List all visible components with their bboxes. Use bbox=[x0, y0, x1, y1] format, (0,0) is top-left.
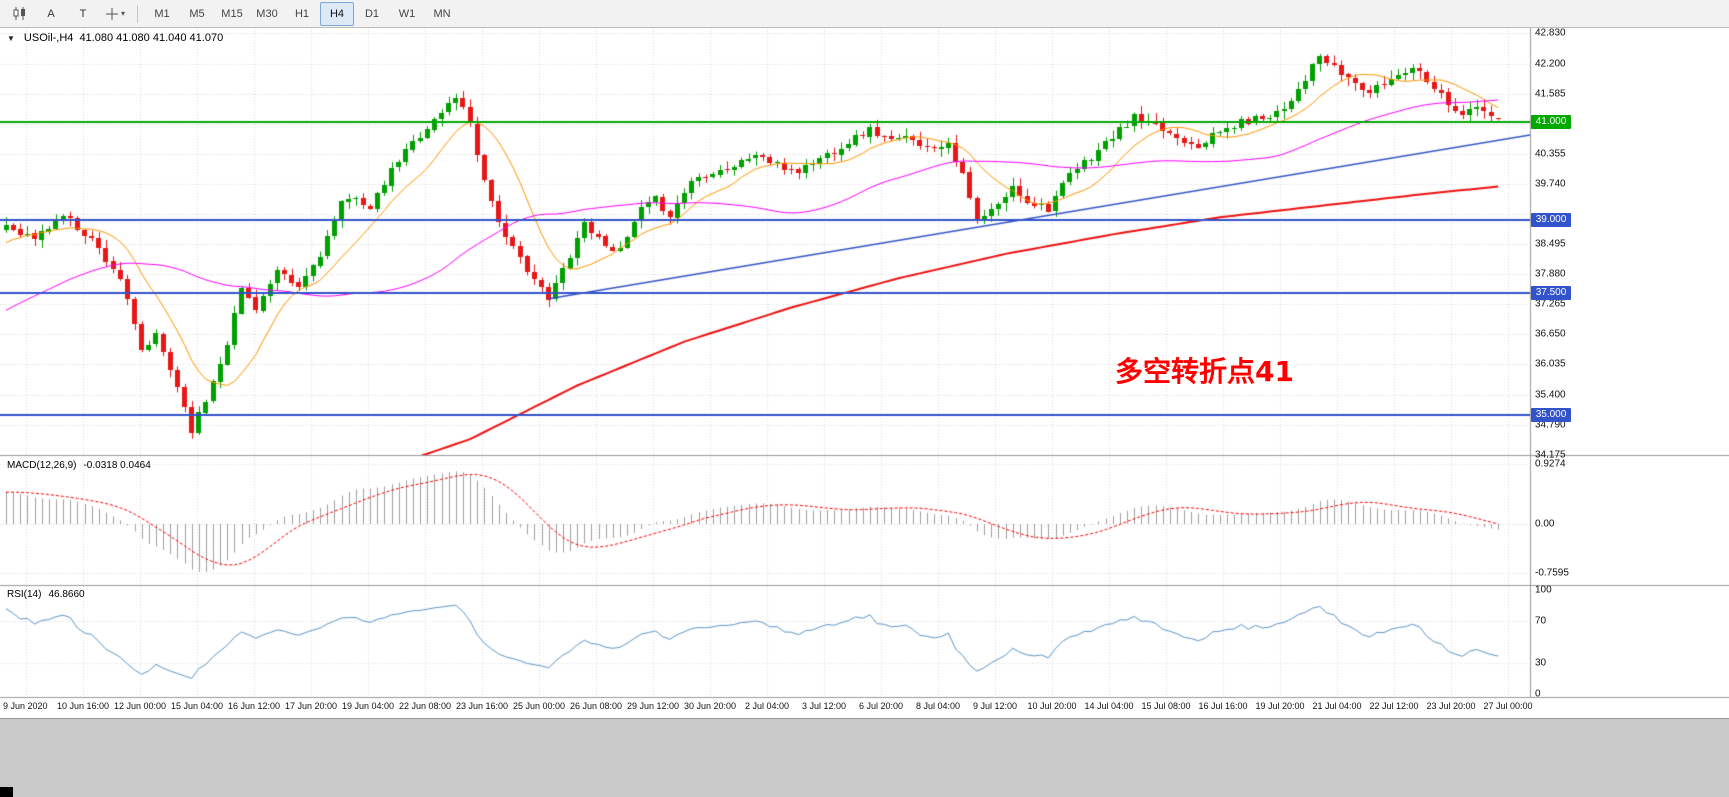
chart-type-button[interactable] bbox=[4, 2, 34, 26]
time-axis-label: 10 Jun 16:00 bbox=[56, 701, 110, 711]
time-axis-label: 8 Jul 04:00 bbox=[915, 701, 961, 711]
timeframe-mn-button[interactable]: MN bbox=[433, 7, 451, 20]
time-axis-label: 15 Jun 04:00 bbox=[170, 701, 224, 711]
rsi-name: RSI(14) bbox=[7, 589, 42, 600]
price-level-badge: 37.500 bbox=[1531, 285, 1571, 300]
timeframe-m15-button[interactable]: M15 bbox=[221, 7, 243, 20]
time-axis-label: 10 Jul 20:00 bbox=[1027, 701, 1077, 711]
chevron-down-icon: ▾ bbox=[120, 8, 125, 18]
time-axis-label: 9 Jun 2020 bbox=[3, 701, 48, 711]
text-tool-button[interactable]: T bbox=[79, 7, 87, 20]
time-axis-label: 22 Jul 12:00 bbox=[1369, 701, 1419, 711]
time-axis-label: 21 Jul 04:00 bbox=[1312, 701, 1362, 711]
chart-annotation[interactable]: 多空转折点41 bbox=[1115, 355, 1294, 388]
toolbar-separator bbox=[137, 4, 138, 23]
timeframe-m1-button[interactable]: M1 bbox=[154, 7, 170, 20]
rsi-scale-label: 100 bbox=[1535, 584, 1552, 596]
symbol-name: USOil-,H4 bbox=[23, 32, 74, 44]
corner-chip bbox=[0, 787, 13, 797]
time-axis-label: 12 Jun 00:00 bbox=[113, 701, 167, 711]
bottom-strip bbox=[0, 718, 1729, 797]
time-axis-label: 26 Jun 08:00 bbox=[569, 701, 623, 711]
timeframe-group: M1 M5 M15 M30 H1 H4 D1 W1 MN bbox=[145, 1, 459, 26]
macd-scale-label: -0.7595 bbox=[1535, 567, 1569, 579]
time-axis-label: 2 Jul 04:00 bbox=[744, 701, 790, 711]
price-axis-label: 34.175 bbox=[1535, 449, 1566, 461]
time-axis-label: 23 Jun 16:00 bbox=[455, 701, 509, 711]
price-axis-label: 37.880 bbox=[1535, 268, 1566, 280]
macd-values: -0.0318 0.0464 bbox=[83, 460, 151, 471]
time-axis-label: 19 Jun 04:00 bbox=[341, 701, 395, 711]
timeframe-w1-button[interactable]: W1 bbox=[398, 7, 416, 20]
time-axis-label: 23 Jul 20:00 bbox=[1426, 701, 1476, 711]
time-axis-label: 25 Jun 00:00 bbox=[512, 701, 566, 711]
price-axis[interactable]: 42.830 42.200 41.585 40.355 39.740 38.495 37.8… bbox=[1530, 28, 1729, 697]
price-axis-label: 35.400 bbox=[1535, 389, 1566, 401]
candlestick-chart-icon bbox=[13, 7, 25, 20]
price-axis-label: 38.495 bbox=[1535, 238, 1566, 250]
toolbar: A T ▾ M1 M5 M15 M30 H1 H4 D1 W1 MN bbox=[0, 0, 1729, 28]
timeframe-m5-button[interactable]: M5 bbox=[189, 7, 205, 20]
time-axis-label: 16 Jun 12:00 bbox=[227, 701, 281, 711]
symbol-ohlc: 41.080 41.080 41.040 41.070 bbox=[79, 32, 224, 44]
rsi-label: RSI(14) 46.8660 bbox=[7, 589, 85, 600]
price-axis-label: 41.585 bbox=[1535, 88, 1566, 100]
price-axis-label: 40.355 bbox=[1535, 148, 1566, 160]
time-axis-label: 27 Jul 00:00 bbox=[1483, 701, 1533, 711]
macd-scale-label: 0.00 bbox=[1535, 518, 1555, 530]
time-axis-label: 22 Jun 08:00 bbox=[398, 701, 452, 711]
macd-label: MACD(12,26,9) -0.0318 0.0464 bbox=[7, 460, 151, 471]
macd-name: MACD(12,26,9) bbox=[7, 460, 77, 471]
symbol-label: ▼ USOil-,H4 41.080 41.080 41.040 41.070 bbox=[7, 32, 223, 44]
price-axis-label: 36.035 bbox=[1535, 358, 1566, 370]
price-axis-label: 39.740 bbox=[1535, 178, 1566, 190]
price-axis-label: 42.200 bbox=[1535, 58, 1566, 70]
time-axis-label: 29 Jun 12:00 bbox=[626, 701, 680, 711]
crosshair-tool-button[interactable]: ▾ bbox=[100, 2, 130, 26]
time-axis-label: 17 Jun 20:00 bbox=[284, 701, 338, 711]
price-axis-label: 42.830 bbox=[1535, 27, 1566, 39]
rsi-scale-label: 70 bbox=[1535, 615, 1547, 627]
price-axis-label: 36.650 bbox=[1535, 328, 1566, 340]
time-axis-label: 3 Jul 12:00 bbox=[801, 701, 847, 711]
indicator-scales: 0.9274 0.00 -0.7595 100 70 30 0 bbox=[1530, 28, 1729, 718]
time-axis-label: 14 Jul 04:00 bbox=[1084, 701, 1134, 711]
price-axis-label: 37.265 bbox=[1535, 298, 1566, 310]
time-axis-label: 30 Jun 20:00 bbox=[683, 701, 737, 711]
timeframe-h1-button[interactable]: H1 bbox=[294, 7, 310, 20]
timeframe-h4-button[interactable]: H4 bbox=[320, 1, 354, 26]
time-axis[interactable]: 9 Jun 2020 10 Jun 16:00 12 Jun 00:00 15 Jun… bbox=[0, 697, 1533, 718]
price-level-badge: 41.000 bbox=[1531, 115, 1571, 130]
price-axis-label: 34.790 bbox=[1535, 419, 1566, 431]
time-axis-label: 6 Jul 20:00 bbox=[858, 701, 904, 711]
rsi-scale-label: 0 bbox=[1535, 688, 1541, 700]
rsi-values: 46.8660 bbox=[48, 589, 85, 600]
timeframe-d1-button[interactable]: D1 bbox=[364, 7, 380, 20]
time-axis-label: 16 Jul 16:00 bbox=[1198, 701, 1248, 711]
price-level-badge: 39.000 bbox=[1531, 212, 1571, 227]
macd-scale-label: 0.9274 bbox=[1535, 458, 1566, 470]
arrow-tool-button[interactable]: A bbox=[47, 7, 55, 20]
price-level-badge: 35.000 bbox=[1531, 407, 1571, 422]
time-axis-label: 9 Jul 12:00 bbox=[972, 701, 1018, 711]
timeframe-m30-button[interactable]: M30 bbox=[256, 7, 278, 20]
chart-canvas[interactable] bbox=[0, 28, 1729, 718]
rsi-scale-label: 30 bbox=[1535, 657, 1547, 669]
time-axis-label: 19 Jul 20:00 bbox=[1255, 701, 1305, 711]
chart-area: ▼ USOil-,H4 41.080 41.080 41.040 41.070 MA… bbox=[0, 28, 1729, 718]
collapse-triangle-icon: ▼ bbox=[7, 34, 15, 43]
time-axis-label: 15 Jul 08:00 bbox=[1141, 701, 1191, 711]
crosshair-icon bbox=[105, 7, 118, 20]
